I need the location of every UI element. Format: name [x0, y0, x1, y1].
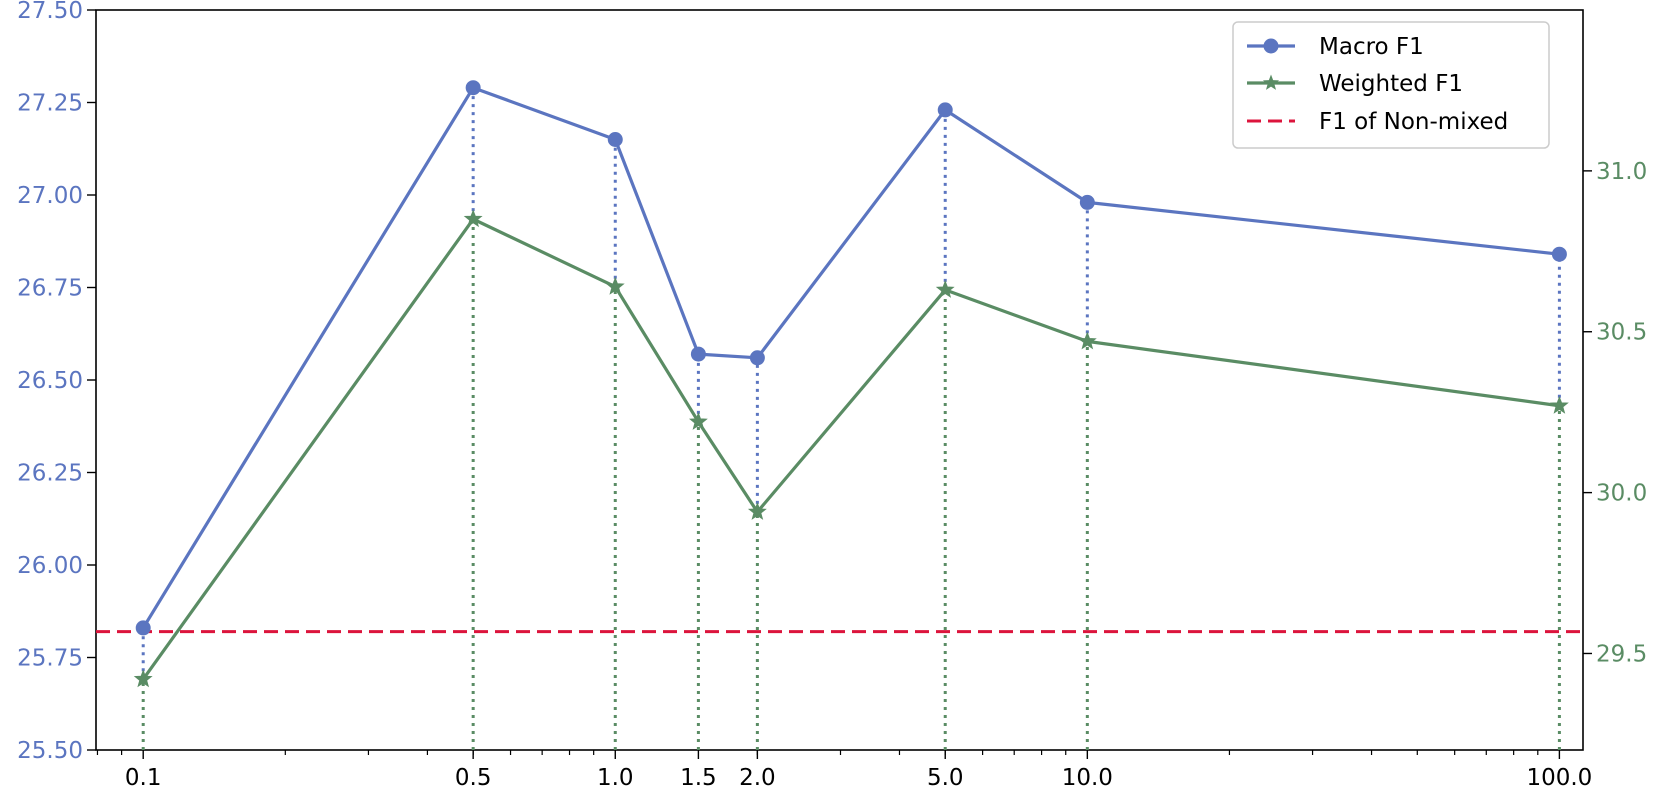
weighted-f1-point	[133, 669, 153, 688]
x-tick-label: 5.0	[927, 765, 964, 791]
weighted-f1-point	[605, 276, 625, 295]
macro-f1-point	[937, 102, 953, 118]
y-right-tick-label: 30.5	[1596, 320, 1647, 346]
y-right-tick-label: 29.5	[1596, 641, 1647, 667]
macro-f1-point	[607, 132, 623, 147]
y-left-tick-label: 27.25	[17, 91, 83, 117]
weighted-f1-point	[463, 209, 483, 228]
y-right-tick-label: 31.0	[1596, 159, 1647, 185]
legend-label-weighted-f1: Weighted F1	[1319, 71, 1463, 97]
y-left-tick-label: 26.75	[17, 276, 83, 302]
x-tick-label: 0.5	[455, 765, 492, 791]
x-tick-label: 1.5	[680, 765, 717, 791]
x-tick-label: 1.0	[597, 765, 634, 791]
y-right-tick-label: 30.0	[1596, 481, 1647, 507]
macro-f1-point	[690, 346, 706, 362]
y-left-tick-label: 25.50	[17, 738, 83, 764]
weighted-f1-line	[141, 217, 1560, 681]
weighted-f1-point	[1549, 395, 1569, 414]
y-left-tick-label: 26.00	[17, 553, 83, 579]
plot-area: 0.1 0.5 1.0 1.5 2.0 5.0 10.0 100.0 25.50 25.75 26.…	[17, 0, 1647, 791]
macro-f1-point	[465, 80, 481, 96]
y-left-tick-label: 27.00	[17, 183, 83, 209]
macro-f1-point	[1551, 246, 1567, 262]
legend-box	[1232, 21, 1550, 149]
y-left-tick-label: 26.50	[17, 368, 83, 394]
x-tick-label: 2.0	[739, 765, 776, 791]
legend-label-macro-f1: Macro F1	[1319, 34, 1424, 60]
legend-label-non-mixed: F1 of Non-mixed	[1319, 109, 1508, 135]
macro-f1-line	[141, 86, 1560, 629]
weighted-f1-point	[935, 279, 955, 298]
macro-f1-point	[135, 620, 151, 636]
y-left-tick-label: 27.50	[17, 0, 83, 24]
x-tick-label: 100.0	[1526, 765, 1592, 791]
y-left-tick-label: 25.75	[17, 646, 83, 672]
x-tick-label: 10.0	[1062, 765, 1113, 791]
weighted-f1-point	[688, 411, 708, 430]
y-left-tick-label: 26.25	[17, 461, 83, 487]
macro-f1-point	[1079, 194, 1095, 210]
legend-macro-f1-marker	[1263, 38, 1279, 54]
weighted-f1-point	[1077, 331, 1097, 350]
legend: Macro F1 Weighted F1 F1 of Non-mixed	[1232, 21, 1550, 149]
macro-f1-point	[749, 350, 765, 366]
weighted-f1-point	[747, 501, 767, 520]
legend-weighted-f1-marker	[1262, 74, 1280, 90]
x-tick-label: 0.1	[125, 765, 162, 791]
